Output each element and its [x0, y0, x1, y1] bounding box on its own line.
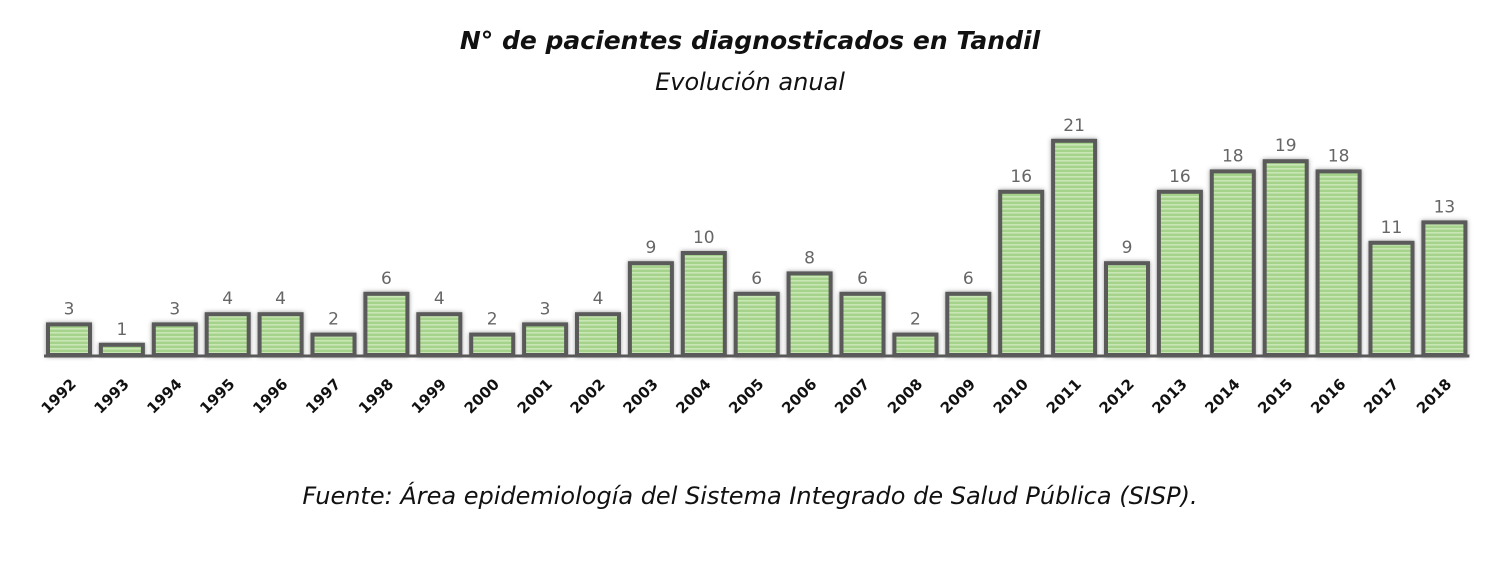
value-label-2015: 19	[1275, 136, 1297, 156]
value-label-2012: 9	[1122, 238, 1133, 258]
value-label-2002: 4	[593, 289, 604, 309]
bar-2012	[1104, 261, 1150, 358]
bar-2016	[1315, 169, 1362, 357]
value-label-1997: 2	[328, 310, 339, 330]
tick-label-2002: 2002	[567, 375, 609, 417]
value-label-2001: 3	[540, 299, 551, 319]
value-label-1992: 3	[64, 299, 75, 319]
value-label-2017: 11	[1381, 218, 1403, 238]
bar-2018	[1421, 220, 1468, 357]
tick-label-2010: 2010	[990, 375, 1032, 417]
tick-label-2003: 2003	[619, 375, 661, 417]
bar-1992	[46, 322, 92, 357]
value-label-2016: 18	[1328, 146, 1350, 166]
bar-2005	[733, 291, 780, 357]
bar-1993	[98, 342, 145, 357]
bar-2011	[1051, 138, 1098, 357]
bar-2001	[522, 322, 569, 357]
tick-label-2014: 2014	[1201, 375, 1243, 417]
bar-2002	[575, 312, 621, 358]
tick-label-1997: 1997	[302, 375, 344, 417]
bar-2004	[680, 251, 727, 357]
tick-label-1993: 1993	[90, 375, 132, 417]
value-label-2010: 16	[1010, 167, 1032, 187]
tick-label-2012: 2012	[1096, 375, 1138, 417]
value-label-1993: 1	[116, 320, 127, 340]
bar-2010	[998, 189, 1045, 357]
bar-1995	[204, 312, 251, 358]
tick-label-2017: 2017	[1360, 375, 1402, 417]
chart-title: N° de pacientes diagnosticados en Tandil	[459, 26, 1041, 55]
tick-label-2004: 2004	[672, 375, 714, 417]
tick-label-2013: 2013	[1148, 375, 1190, 417]
value-label-1998: 6	[381, 269, 392, 289]
bar-2000	[469, 332, 516, 358]
value-label-2003: 9	[645, 238, 656, 258]
bar-2014	[1209, 169, 1256, 357]
bar-1997	[310, 332, 357, 358]
value-label-2005: 6	[751, 269, 762, 289]
bar-2017	[1368, 240, 1415, 357]
value-label-2007: 6	[857, 269, 868, 289]
tick-label-2001: 2001	[514, 375, 556, 417]
tick-label-2009: 2009	[937, 375, 979, 417]
value-label-2018: 13	[1434, 197, 1456, 217]
value-label-1994: 3	[169, 299, 180, 319]
chart-subtitle: Evolución anual	[655, 68, 845, 96]
tick-label-2000: 2000	[461, 375, 503, 417]
chart-source-note: Fuente: Área epidemiología del Sistema I…	[302, 482, 1198, 510]
value-label-2009: 6	[963, 269, 974, 289]
value-label-1996: 4	[275, 289, 286, 309]
value-label-2006: 8	[804, 248, 815, 268]
tick-label-1999: 1999	[408, 375, 450, 417]
tick-label-2006: 2006	[778, 375, 820, 417]
tick-label-1995: 1995	[196, 375, 238, 417]
tick-label-2015: 2015	[1254, 375, 1296, 417]
bars	[46, 138, 1468, 358]
tick-label-1992: 1992	[38, 375, 80, 417]
bar-2003	[627, 261, 674, 358]
bar-2006	[786, 271, 833, 357]
bar-1996	[257, 312, 304, 358]
tick-label-2016: 2016	[1307, 375, 1349, 417]
bar-1999	[416, 312, 463, 358]
x-tick-labels: 1992 1993 1994 1995 1996 1997 1998 1999 2000 2001…	[38, 375, 1456, 417]
bar-2007	[839, 291, 886, 357]
value-label-2004: 10	[693, 228, 715, 248]
tick-label-2011: 2011	[1043, 375, 1085, 417]
bar-1994	[151, 322, 198, 357]
tick-label-1994: 1994	[143, 375, 185, 417]
tick-label-2005: 2005	[725, 375, 767, 417]
tick-label-1996: 1996	[249, 375, 291, 417]
value-label-2011: 21	[1063, 116, 1085, 136]
tick-label-2008: 2008	[884, 375, 926, 417]
value-label-2008: 2	[910, 310, 921, 330]
bar-1998	[363, 291, 410, 357]
tick-label-2018: 2018	[1413, 375, 1455, 417]
bar-2013	[1156, 189, 1203, 357]
tick-label-2007: 2007	[831, 375, 873, 417]
bar-2008	[892, 332, 939, 358]
bar-2015	[1262, 159, 1309, 357]
tick-label-1998: 1998	[355, 375, 397, 417]
value-label-2013: 16	[1169, 167, 1191, 187]
value-label-2000: 2	[487, 310, 498, 330]
value-label-2014: 18	[1222, 146, 1244, 166]
value-label-1995: 4	[222, 289, 233, 309]
value-label-1999: 4	[434, 289, 445, 309]
bar-2009	[945, 291, 992, 357]
